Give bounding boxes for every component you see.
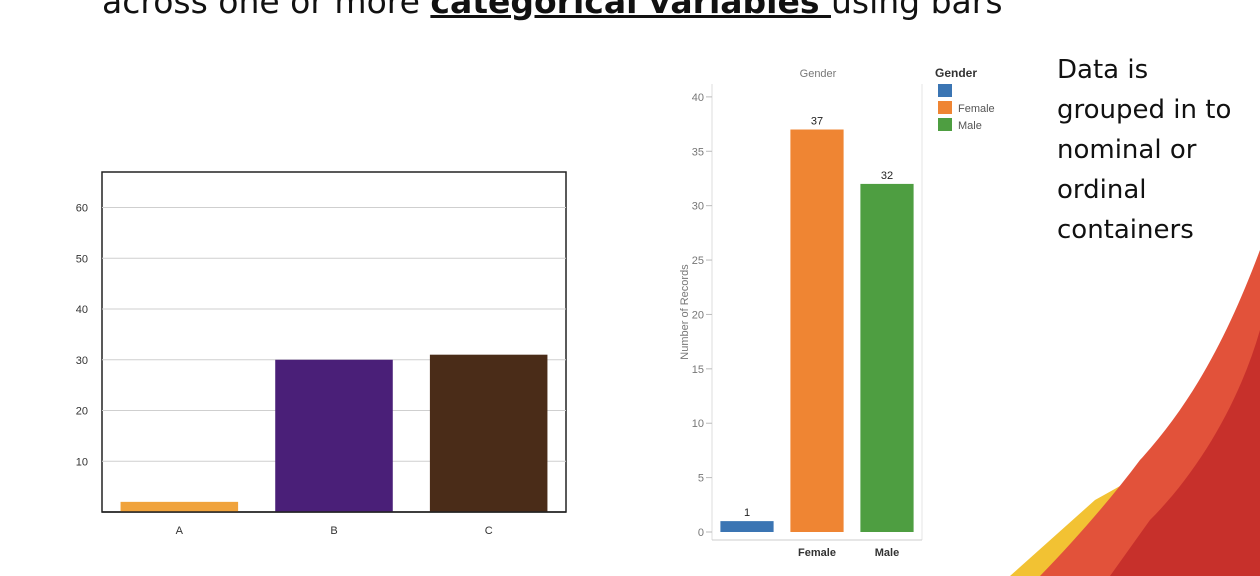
legend-swatch bbox=[938, 101, 952, 114]
chart1-ytick-label: 50 bbox=[76, 253, 88, 265]
chart2-ytick-label: 20 bbox=[692, 309, 704, 321]
chart2-bar bbox=[790, 129, 844, 532]
slide-title: across one or more categorical variables… bbox=[102, 0, 1003, 21]
chart2-bar bbox=[720, 521, 774, 532]
chart1-ytick-label: 60 bbox=[76, 203, 88, 215]
chart2-ytick-label: 30 bbox=[692, 201, 704, 213]
bar-chart-abc: 10 20 30 40 50 60 A B C bbox=[76, 171, 567, 537]
side-text-line: Data is bbox=[1057, 55, 1149, 85]
chart2-ytick-label: 5 bbox=[698, 473, 704, 485]
chart2-ytick-label: 35 bbox=[692, 146, 704, 158]
chart2-xtick-label: Female bbox=[798, 547, 836, 559]
bar-chart-gender: Gender Number of Records 0 5 10 15 20 25 30 35 4… bbox=[679, 68, 923, 559]
legend-swatch bbox=[938, 84, 952, 97]
chart2-legend: Gender Female Male bbox=[935, 66, 995, 132]
side-text-line: ordinal bbox=[1057, 175, 1147, 205]
side-text-line: nominal or bbox=[1057, 135, 1197, 165]
side-text-line: containers bbox=[1057, 215, 1194, 245]
chart1-xtick-label: A bbox=[176, 525, 184, 537]
chart1-bar-B bbox=[275, 359, 393, 512]
chart2-ytick-label: 25 bbox=[692, 255, 704, 267]
legend-item-label: Female bbox=[958, 103, 995, 115]
chart1-bar-C bbox=[429, 354, 548, 512]
chart2-data-label: 37 bbox=[811, 116, 823, 128]
chart2-data-label: 32 bbox=[881, 170, 893, 182]
chart2-ylabel: Number of Records bbox=[679, 264, 691, 360]
legend-item-label: Male bbox=[958, 120, 982, 132]
chart2-ytick-label: 0 bbox=[698, 527, 704, 539]
title-suffix: using bars bbox=[830, 0, 1003, 21]
chart2-title: Gender bbox=[800, 68, 837, 80]
side-text: Data is grouped in to nominal or ordinal… bbox=[1057, 50, 1257, 250]
chart2-data-label: 1 bbox=[744, 507, 750, 519]
chart1-bar-A bbox=[120, 501, 239, 512]
chart1-xtick-label: C bbox=[485, 525, 493, 537]
chart2-ytick-label: 15 bbox=[692, 364, 704, 376]
side-text-line: grouped in to bbox=[1057, 95, 1232, 125]
chart2-xtick-label: Male bbox=[875, 547, 899, 559]
chart1-ytick-label: 30 bbox=[76, 355, 88, 367]
chart2-ytick-label: 40 bbox=[692, 92, 704, 104]
chart1-xtick-label: B bbox=[330, 525, 337, 537]
chart1-ytick-label: 40 bbox=[76, 304, 88, 316]
title-emphasis: categorical variables bbox=[430, 0, 831, 21]
chart2-bar bbox=[860, 183, 914, 532]
legend-title: Gender bbox=[935, 66, 977, 80]
legend-swatch bbox=[938, 118, 952, 131]
chart1-ytick-label: 10 bbox=[76, 456, 88, 468]
chart2-ytick-label: 10 bbox=[692, 418, 704, 430]
title-prefix: across one or more bbox=[102, 0, 431, 21]
chart1-ytick-label: 20 bbox=[76, 406, 88, 418]
decorative-flame bbox=[1010, 250, 1260, 576]
